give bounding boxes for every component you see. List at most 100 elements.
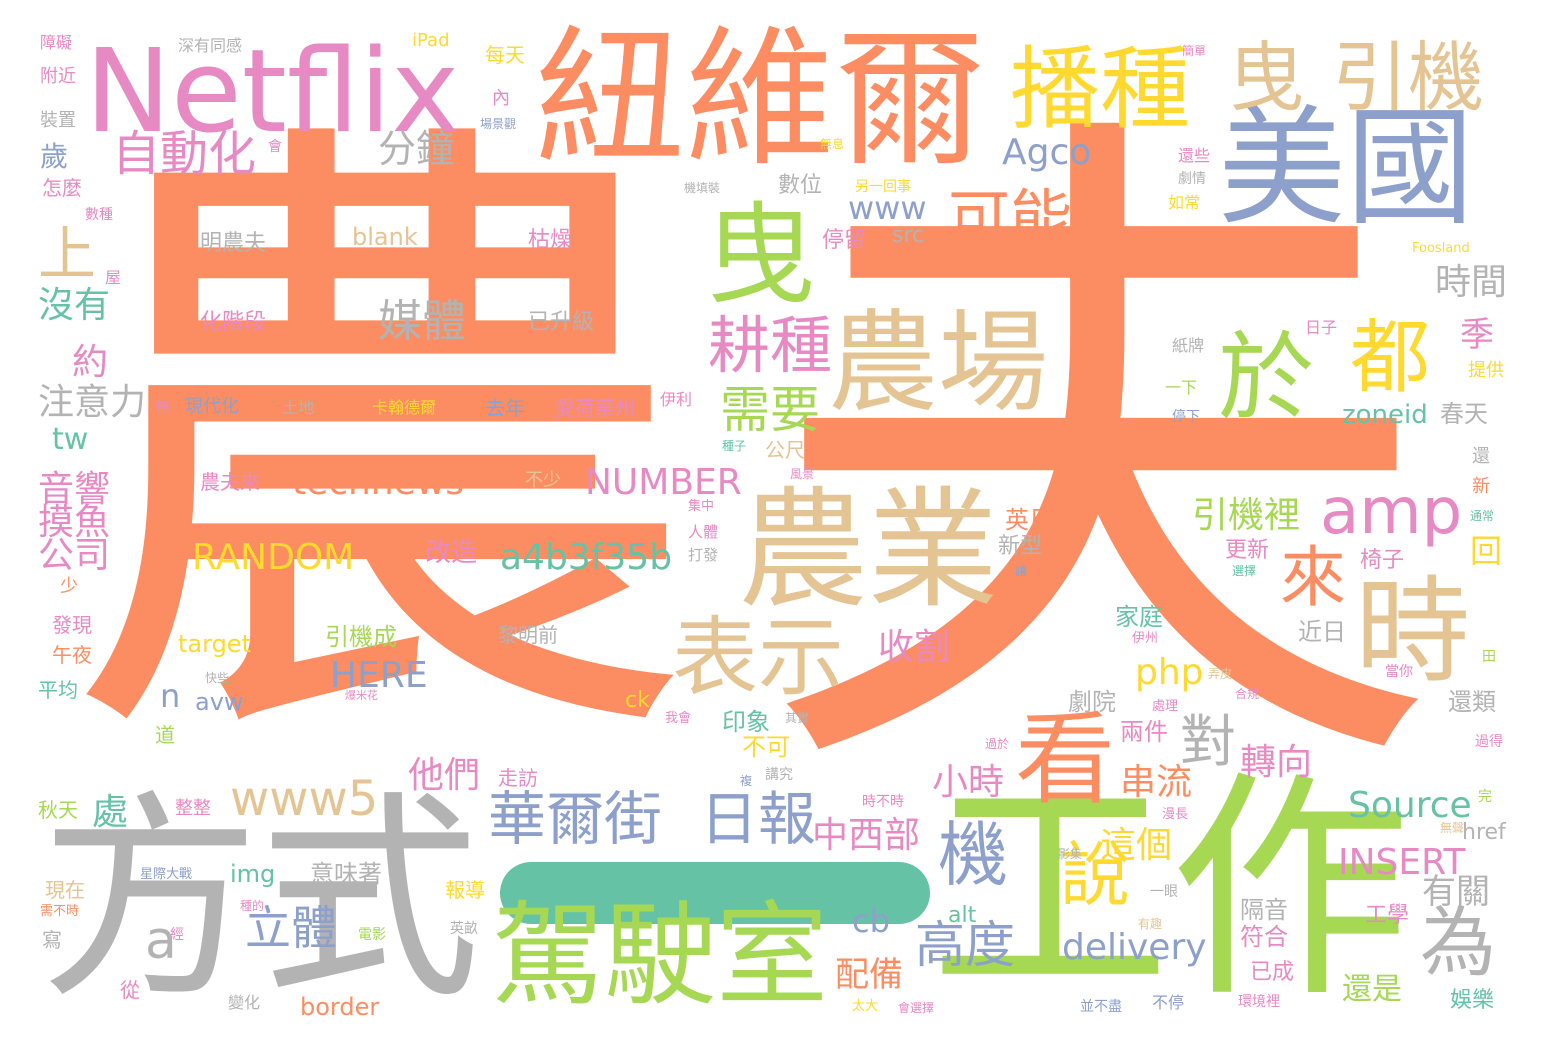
word-yinxiang: 音響: [38, 469, 111, 510]
word-gengxin: 更新: [1225, 538, 1270, 563]
word-mingnongfu: 明農夫: [200, 231, 267, 256]
word-manchang: 漫長: [1162, 807, 1189, 822]
word-moyu: 摸魚: [38, 502, 111, 543]
word-zoneid: zoneid: [1342, 400, 1428, 430]
word-tw: tw: [52, 422, 89, 457]
word-wuxi: 無息: [820, 137, 845, 151]
word-huixuanze: 會選擇: [898, 1001, 935, 1015]
word-nei: 內: [492, 88, 510, 109]
word-ribao: 日報: [700, 785, 817, 853]
word-nongchang: 農場: [828, 299, 1048, 427]
word-here: HERE: [330, 655, 428, 696]
word-shao: 少: [60, 576, 78, 597]
word-cong: 從: [120, 978, 140, 1002]
word-random: RANDOM: [192, 537, 355, 578]
word-yi: 一: [500, 862, 930, 924]
word-yicheng: 已成: [1250, 960, 1295, 985]
word-delivery: delivery: [1062, 927, 1207, 968]
word-gengzhong: 耕種: [708, 309, 833, 382]
word-chuli: 處理: [1152, 699, 1179, 714]
word-buke: 不可: [742, 733, 790, 761]
word-bozhong: 播種: [1010, 37, 1190, 142]
word-yizi: 椅子: [1360, 548, 1405, 573]
word-tamen: 他們: [408, 755, 481, 796]
word-zhuangzhi: 裝置: [40, 110, 76, 131]
word-sui: 歲: [40, 140, 69, 173]
word-hegui: 合規: [1235, 687, 1260, 701]
word-youguan: 有關: [1422, 872, 1490, 912]
word-peibei: 配備: [835, 955, 903, 995]
word-border: border: [300, 993, 380, 1021]
word-baomihua: 爆米花: [345, 689, 378, 702]
word-dafa: 打發: [688, 546, 719, 564]
word-xinxing: 新型: [998, 534, 1043, 559]
word-shenyoutonggan: 深有同感: [178, 36, 243, 55]
word-wan: 完: [1478, 789, 1492, 805]
word-ji-season: 季: [1460, 315, 1494, 355]
word-xiaoshi: 小時: [932, 762, 1005, 803]
word-nong: 農: [60, 72, 700, 817]
word-geyin: 隔音: [1240, 896, 1288, 924]
word-a4b3f35b: a4b3f35b: [500, 537, 673, 578]
word-dui: 對: [1180, 710, 1236, 775]
word-target: target: [178, 630, 251, 658]
word-meiti: 媒體: [378, 296, 466, 347]
word-fenzhong: 分鐘: [378, 127, 455, 171]
word-php: php: [1135, 652, 1204, 693]
word-gongsi: 公司: [38, 535, 111, 576]
word-jiangjiu: 講究: [765, 767, 793, 783]
word-renti: 人體: [688, 523, 719, 541]
word-shi: 時: [1355, 565, 1471, 699]
word-yili: 伊利: [660, 390, 693, 409]
word-fengjing: 風景: [790, 467, 815, 481]
word-wohui: 我會: [665, 711, 692, 726]
word-hailei: 還類: [1448, 688, 1496, 716]
word-zidonghua: 自動化: [112, 126, 257, 182]
word-bingbujin: 並不盡: [1080, 999, 1122, 1015]
word-juqing: 劇情: [1178, 171, 1206, 187]
word-nongpi: 弄皮: [1208, 667, 1233, 681]
word-wei: 為: [1420, 898, 1496, 987]
word-liti: 立體: [245, 901, 337, 955]
word-chu: 處: [92, 792, 129, 833]
word-zhongzi: 種子: [722, 439, 747, 453]
word-xie: 寫: [42, 928, 62, 952]
word-qishi: 其實: [785, 711, 810, 725]
word-tongchang: 通常: [1470, 509, 1495, 523]
word-foosland: Foosland: [1412, 241, 1470, 256]
word-wu-house: 屋: [105, 268, 122, 287]
word-limingqian: 黎明前: [498, 623, 558, 647]
word-kahandeer: 卡翰德爾: [372, 398, 437, 417]
word-insert: INSERT: [1338, 842, 1466, 883]
word-a: a: [145, 911, 177, 971]
word-huaerjie: 華爾街: [488, 785, 663, 853]
word-kan: 看: [1015, 701, 1115, 818]
word-fu: 夫: [760, 64, 1440, 855]
word-gongzuo: 工作: [930, 750, 1411, 1030]
word-ye-green: 曳: [705, 191, 815, 319]
word-zhege: 這個: [1100, 825, 1173, 866]
word-guoyu: 過於: [985, 737, 1010, 751]
word-lai: 來: [1280, 539, 1346, 616]
word-tingliu: 停留: [822, 228, 867, 253]
word-zhongde: 種的: [240, 899, 265, 913]
word-keneng: 可能: [948, 182, 1073, 255]
word-taida: 太大: [852, 999, 879, 1014]
word-shuo: 說: [1060, 834, 1130, 916]
word-gongchi: 公尺: [765, 438, 805, 462]
word-number: NUMBER: [585, 462, 742, 503]
word-yingji: 影集: [1058, 847, 1083, 861]
word-gaizao: 改造: [425, 538, 478, 568]
word-jing: 經: [170, 927, 184, 943]
word-yiweizhe: 意味著: [310, 860, 382, 888]
word-yingmu: 英畝: [450, 921, 478, 937]
word-ck: ck: [625, 688, 650, 713]
word-source: Source: [1348, 785, 1472, 826]
word-yule: 娛樂: [1450, 988, 1495, 1013]
word-yu: 於: [1218, 322, 1314, 434]
word-xingjidazhan: 星際大戰: [140, 867, 193, 882]
word-chuanliu: 串流: [1120, 762, 1193, 803]
word-yishengji: 已升級: [528, 310, 595, 335]
word-biaoshi: 表示: [672, 608, 844, 708]
